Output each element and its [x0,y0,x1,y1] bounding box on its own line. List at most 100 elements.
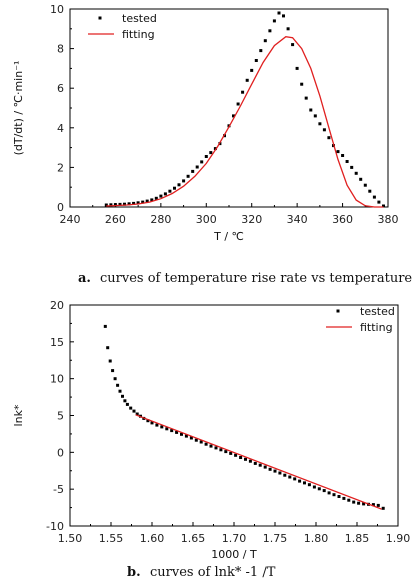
data-point-tested [362,502,366,506]
data-point-tested [132,201,136,205]
data-point-tested [286,27,290,31]
data-point-tested [282,14,285,18]
y-tick-label: 0 [57,201,64,214]
data-point-tested [209,151,213,155]
data-point-tested [184,434,188,438]
data-point-tested [103,324,107,328]
data-point-tested [382,204,385,208]
x-tick-label: 1.65 [181,532,206,545]
y-axis-title: lnk* [12,404,25,426]
data-point-tested [234,453,238,457]
data-point-tested [259,49,263,53]
data-point-tested [250,68,254,72]
data-point-tested [254,59,258,62]
data-point-tested [135,412,139,416]
data-point-tested [298,479,302,483]
data-point-tested [307,483,311,487]
data-point-tested [104,203,108,207]
legend-swatch-tested [98,16,102,20]
data-point-tested [129,406,133,410]
x-axis-title: T / ℃ [213,230,244,243]
data-point-tested [214,446,218,450]
data-point-tested [159,194,163,198]
data-point-tested [165,427,169,431]
x-tick-label: 1.60 [140,532,165,545]
x-tick-label: 280 [150,213,171,226]
x-tick-label: 1.75 [263,532,288,545]
data-point-tested [204,442,208,446]
data-point-tested [229,451,233,455]
data-point-tested [322,128,326,132]
data-point-tested [177,183,181,187]
data-point-tested [146,419,150,423]
data-point-tested [186,174,190,178]
data-point-tested [354,171,358,175]
series-line-fitting [135,414,382,510]
caption-a-text: curves of temperature rise rate vs tempe… [100,271,412,286]
x-tick-label: 1.80 [304,532,329,545]
x-tick-label: 320 [241,213,262,226]
data-point-tested [300,82,304,86]
y-tick-label: 10 [50,3,64,16]
data-point-tested [312,485,316,489]
data-point-tested [224,450,228,454]
y-tick-label: 8 [57,43,64,56]
data-point-tested [150,198,154,202]
data-point-tested [236,102,240,106]
series-line-fitting [106,36,384,208]
data-point-tested [357,501,361,505]
data-point-tested [263,465,267,469]
data-point-tested [209,444,213,448]
data-point-tested [295,66,299,70]
data-point-tested [327,136,331,140]
data-point-tested [154,196,158,200]
data-point-tested [194,438,198,442]
legend-label-fitting: fitting [122,28,155,41]
data-point-tested [195,165,199,169]
data-point-tested [245,78,249,82]
y-tick-label: 10 [50,373,64,386]
y-tick-label: 6 [57,82,64,95]
data-point-tested [199,440,203,444]
x-tick-label: 1.70 [222,532,247,545]
data-point-tested [150,421,154,425]
y-tick-label: 2 [57,161,64,174]
data-point-tested [200,160,204,164]
x-tick-label: 1.85 [345,532,370,545]
x-tick-label: 1.90 [386,532,411,545]
data-point-tested [313,114,317,118]
data-point-tested [123,399,127,403]
caption-b-letter: b. [127,565,141,580]
legend-label-tested: tested [122,12,157,25]
legend-label-tested: tested [360,305,395,318]
data-point-tested [125,402,129,406]
data-point-tested [116,383,120,387]
data-point-tested [304,96,308,100]
data-point-tested [376,503,380,507]
data-point-tested [345,160,349,163]
data-point-tested [253,461,257,465]
x-axis-title: 1000 / T [211,548,257,561]
data-point-tested [317,487,321,491]
data-point-tested [377,200,381,204]
data-point-tested [168,189,172,193]
data-point-tested [347,498,351,502]
data-point-tested [160,425,164,429]
data-point-tested [322,489,326,493]
data-point-tested [288,475,292,479]
data-point-tested [371,503,375,507]
data-point-tested [136,201,140,205]
data-point-tested [291,43,295,47]
data-point-tested [191,169,195,173]
plot-frame [69,8,389,208]
data-point-tested [332,493,336,497]
y-tick-label: 4 [57,122,64,135]
data-point-tested [268,467,272,471]
data-point-tested [175,430,179,434]
x-tick-label: 260 [105,213,126,226]
data-point-tested [204,155,208,158]
data-point-tested [272,19,276,23]
y-axis-title: (dT/dt) / ℃·min⁻¹ [12,61,25,156]
data-point-tested [106,346,110,350]
